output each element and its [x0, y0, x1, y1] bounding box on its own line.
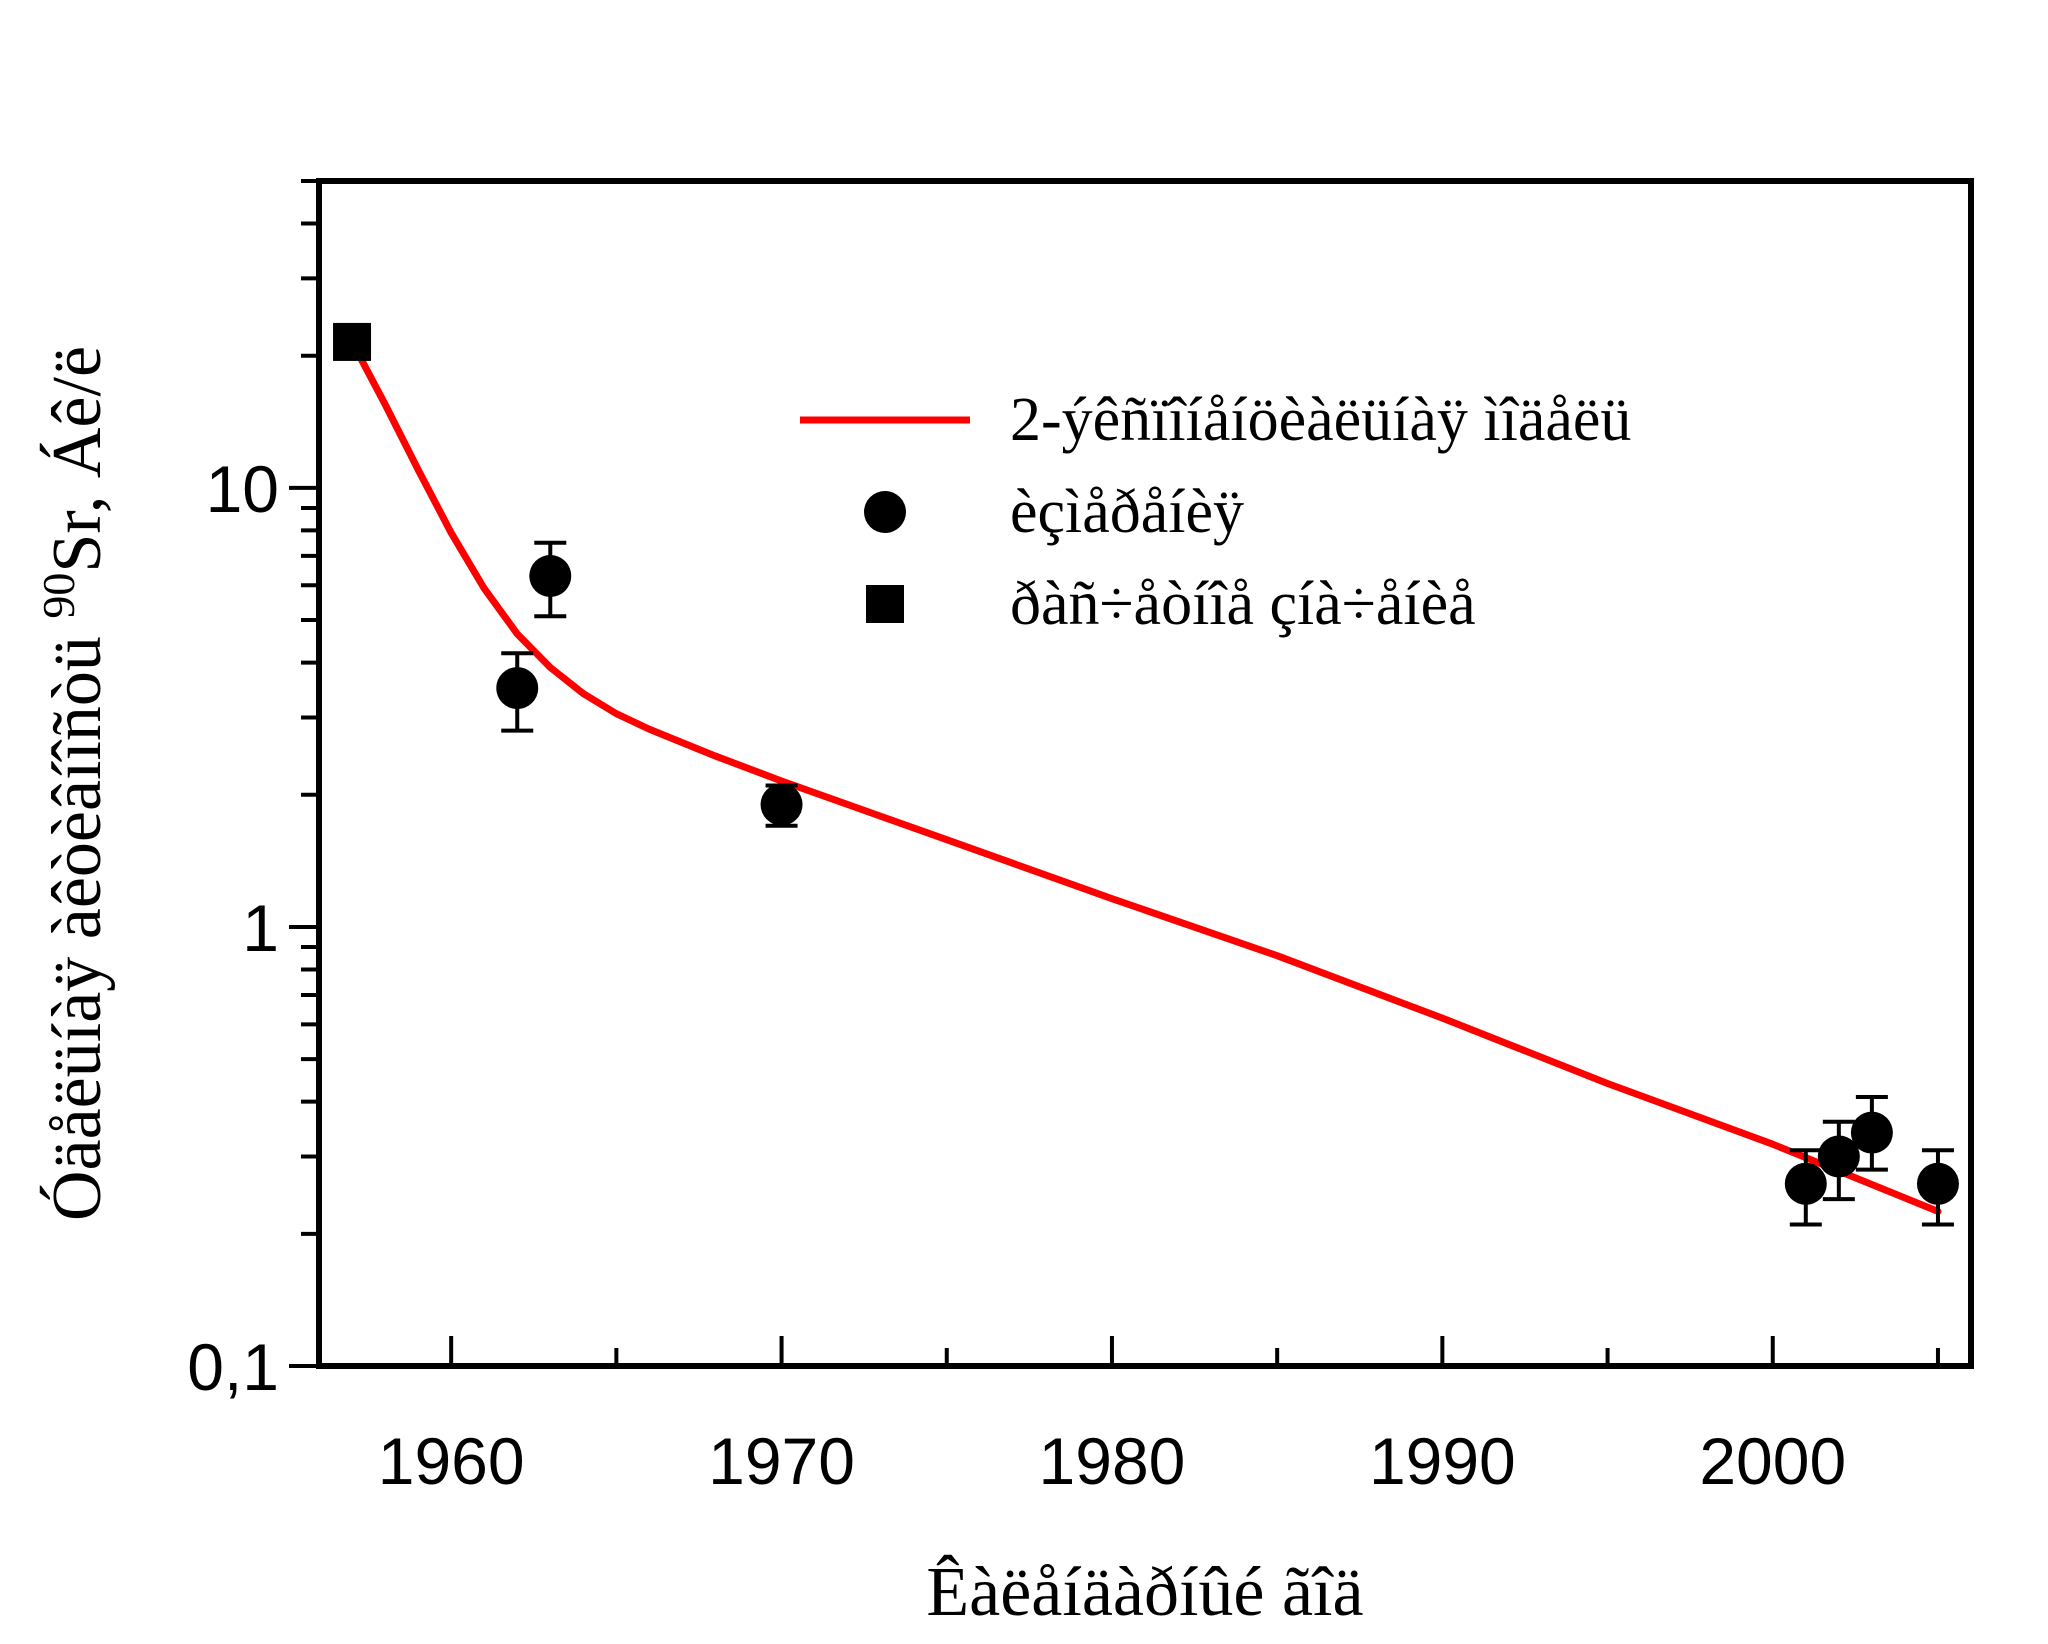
measurement-point	[1784, 1162, 1827, 1205]
x-tick-label: 2000	[1699, 1424, 1846, 1498]
plot-frame	[316, 178, 1974, 1369]
legend-label: ðàñ÷åòíîå çíà÷åíèå	[1010, 570, 1476, 638]
y-tick-label: 1	[242, 891, 279, 965]
legend-label: 2-ýêñïîíåíöèàëüíàÿ ìîäåëü	[1010, 386, 1631, 454]
legend-circle-swatch	[864, 491, 906, 533]
x-tick-label: 1980	[1039, 1424, 1186, 1498]
measurement-point	[1850, 1111, 1893, 1154]
legend-square-swatch	[866, 585, 904, 623]
y-axis-title-main: Óäåëüíàÿ àêòèâíîñòü	[39, 619, 116, 1221]
measurement-point	[760, 783, 803, 826]
x-tick-label: 1990	[1369, 1424, 1516, 1498]
legend-label: èçìåðåíèÿ	[1010, 478, 1244, 546]
measurement-point	[1817, 1135, 1860, 1178]
calculated-point	[333, 322, 372, 361]
plot-area: 1960 1970 1980 1990 2000 0,1 1 10	[187, 178, 1974, 1498]
x-tick-label: 1960	[378, 1424, 525, 1498]
y-axis-title-unit: Sr, Áê/ë	[39, 346, 116, 573]
x-tick-label: 1970	[708, 1424, 855, 1498]
y-axis-title: Óäåëüíàÿ àêòèâíîñòü 90Sr, Áê/ë	[33, 346, 116, 1221]
measurement-point	[496, 667, 539, 710]
measurement-point	[529, 554, 572, 597]
x-axis-title: Êàëåíäàðíûé ãîä	[926, 1554, 1363, 1631]
legend: 2-ýêñïîíåíöèàëüíàÿ ìîäåëü èçìåðåíèÿ ðàñ÷åò…	[800, 386, 1631, 638]
y-tick-label: 10	[206, 452, 279, 526]
y-tick-label: 0,1	[187, 1330, 279, 1404]
y-axis-title-superscript: 90	[33, 573, 84, 619]
model-curve	[348, 338, 1942, 1215]
measurement-point	[1916, 1162, 1959, 1205]
